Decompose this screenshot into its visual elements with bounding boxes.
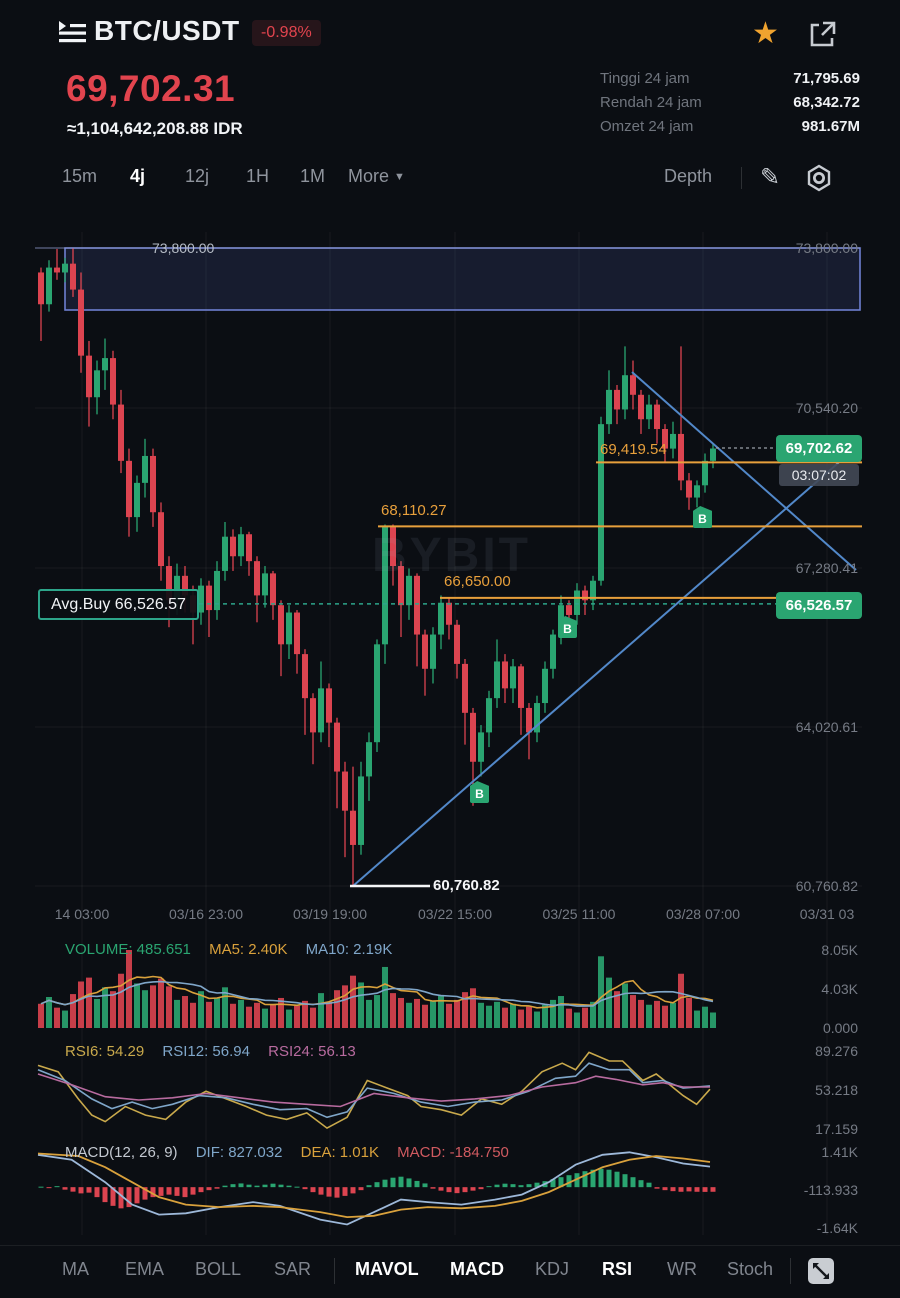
time-axis-label: 03/19 19:00 xyxy=(293,906,367,922)
indicator-tab-mavol[interactable]: MAVOL xyxy=(355,1259,419,1279)
rsi12-value: RSI12: 56.94 xyxy=(162,1043,250,1060)
pane-axis-label: 53.218 xyxy=(815,1082,858,1098)
stat-label: Tinggi 24 jam xyxy=(600,70,690,87)
candle-countdown: 03:07:02 xyxy=(779,464,859,486)
price-axis-label: 60,760.82 xyxy=(795,878,858,894)
rsi6-value: RSI6: 54.29 xyxy=(65,1043,145,1060)
indicator-tab-rsi[interactable]: RSI xyxy=(602,1259,633,1279)
hline-price-label-0: 69,419.54 xyxy=(600,441,667,458)
current-price-badge: 69,702.62 xyxy=(776,435,862,462)
macd-params: MACD(12, 26, 9) xyxy=(65,1144,178,1161)
stat-value: 71,795.69 xyxy=(793,70,860,87)
stat-label: Omzet 24 jam xyxy=(600,118,694,135)
last-price: 69,702.31 xyxy=(66,68,236,109)
chart-settings-icon[interactable] xyxy=(805,164,833,192)
pair-title: BTC/USDT xyxy=(94,15,240,46)
indicator-tab-ma[interactable]: MA xyxy=(62,1259,89,1279)
converted-price: ≈1,104,642,208.88 IDR xyxy=(67,119,243,138)
depth-button[interactable]: Depth xyxy=(664,166,713,186)
pane-axis-label: 8.05K xyxy=(821,942,858,958)
indicator-divider xyxy=(334,1258,335,1284)
instrument-list-icon[interactable] xyxy=(58,18,88,46)
change-badge: -0.98% xyxy=(252,20,321,46)
hline-price-label-2: 66,650.00 xyxy=(444,573,511,590)
timeframe-more[interactable]: More ▼ xyxy=(348,166,405,186)
price-axis-label: 73,800.00 xyxy=(795,240,858,256)
toolbar-divider xyxy=(741,167,742,189)
time-axis-label: 03/31 03 xyxy=(799,906,855,922)
pane-axis-label: 0.000 xyxy=(822,1020,858,1036)
macd-dea: DEA: 1.01K xyxy=(300,1144,379,1161)
time-axis-label: 03/25 11:00 xyxy=(542,906,616,922)
indicator-tab-ema[interactable]: EMA xyxy=(125,1259,165,1279)
draw-pencil-icon[interactable]: ✎ xyxy=(760,164,781,191)
volume-legend: VOLUME: 485.651 MA5: 2.40K MA10: 2.19K xyxy=(65,941,406,958)
volume-value: VOLUME: 485.651 xyxy=(65,941,191,958)
timeframe-1M[interactable]: 1M xyxy=(300,166,326,186)
stat-value: 68,342.72 xyxy=(793,94,860,111)
price-axis-label: 67,280.41 xyxy=(795,560,858,576)
indicator-expand-icon[interactable] xyxy=(806,1256,836,1286)
price-axis-label: 70,540.20 xyxy=(795,400,858,416)
price-axis-label: 64,020.61 xyxy=(795,719,858,735)
pane-axis-label: -1.64K xyxy=(816,1220,858,1236)
exchange-watermark: BYBIT xyxy=(372,529,531,582)
box-price-label: 73,800.00 xyxy=(152,240,215,256)
chevron-down-icon: ▼ xyxy=(394,171,405,183)
macd-dif: DIF: 827.032 xyxy=(195,1144,283,1161)
pane-axis-label: -113.933 xyxy=(803,1182,858,1198)
indicator-tab-stoch[interactable]: Stoch xyxy=(727,1259,774,1279)
stat-row-0: Tinggi 24 jam 71,795.69 xyxy=(600,70,860,87)
timeframe-12j[interactable]: 12j xyxy=(185,166,210,186)
indicator-tab-sar[interactable]: SAR xyxy=(274,1259,312,1279)
macd-legend: MACD(12, 26, 9) DIF: 827.032 DEA: 1.01K … xyxy=(65,1144,523,1161)
pane-axis-label: 89.276 xyxy=(815,1043,858,1059)
indicator-tab-kdj[interactable]: KDJ xyxy=(535,1259,570,1279)
avg-buy-tag[interactable]: Avg.Buy 66,526.57 xyxy=(38,589,199,620)
buy-marker: B xyxy=(558,616,577,638)
stat-row-1: Rendah 24 jam 68,342.72 xyxy=(600,94,860,111)
buy-marker: B xyxy=(470,781,489,803)
indicator-bar: MA EMA BOLL SAR MAVOL MACD KDJ RSI WR Stoch xyxy=(0,1245,900,1298)
time-axis-label: 03/22 15:00 xyxy=(418,906,492,922)
buy-marker: B xyxy=(693,506,712,528)
share-icon[interactable] xyxy=(806,19,836,49)
pane-axis-label: 4.03K xyxy=(821,981,858,997)
indicator-tab-macd[interactable]: MACD xyxy=(450,1259,504,1279)
macd-value: MACD: -184.750 xyxy=(397,1144,509,1161)
trendline-anchor-price: 60,760.82 xyxy=(433,877,500,894)
stat-value: 981.67M xyxy=(801,118,860,135)
favorite-star-icon[interactable]: ★ xyxy=(752,17,779,50)
indicator-tab-boll[interactable]: BOLL xyxy=(195,1259,242,1279)
indicator-divider-2 xyxy=(790,1258,791,1284)
time-axis-label: 14 03:00 xyxy=(54,906,110,922)
timeframe-1H[interactable]: 1H xyxy=(246,166,270,186)
indicator-tab-wr[interactable]: WR xyxy=(667,1259,697,1279)
timeframe-15m[interactable]: 15m xyxy=(62,166,98,186)
time-axis-label: 03/28 07:00 xyxy=(666,906,740,922)
volume-ma5: MA5: 2.40K xyxy=(209,941,288,958)
pane-axis-label: 17.159 xyxy=(815,1121,858,1137)
stat-label: Rendah 24 jam xyxy=(600,94,702,111)
pane-axis-label: 1.41K xyxy=(821,1144,858,1160)
timeframe-4j[interactable]: 4j xyxy=(130,166,146,186)
stat-row-2: Omzet 24 jam 981.67M xyxy=(600,118,860,135)
rsi-legend: RSI6: 54.29 RSI12: 56.94 RSI24: 56.13 xyxy=(65,1043,370,1060)
time-axis-label: 03/16 23:00 xyxy=(169,906,243,922)
hline-price-label-1: 68,110.27 xyxy=(381,502,447,519)
avg-buy-price-badge: 66,526.57 xyxy=(776,592,862,619)
rsi24-value: RSI24: 56.13 xyxy=(268,1043,356,1060)
volume-ma10: MA10: 2.19K xyxy=(305,941,393,958)
